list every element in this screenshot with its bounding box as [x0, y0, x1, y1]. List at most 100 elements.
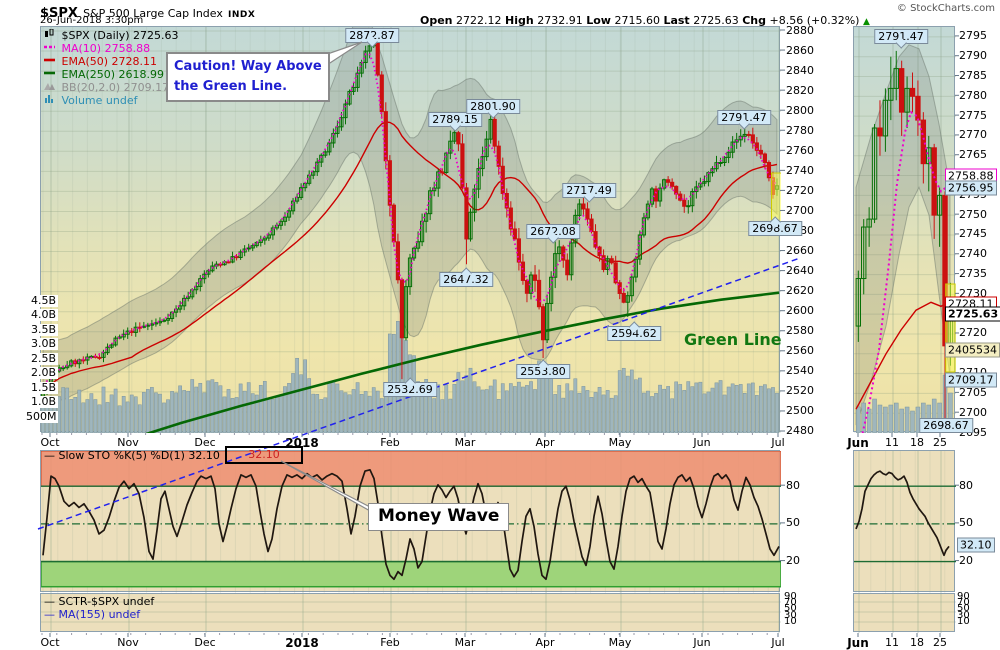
zoom-price-axis-label: 2720	[959, 326, 987, 340]
price-axis-label: 2840	[786, 63, 814, 77]
price-callout-value: 2801.90	[470, 100, 516, 113]
axis-value-box-ma10: 2758.88	[945, 168, 997, 184]
volume-axis-label: 3.5B	[26, 323, 58, 336]
price-callout-value: 2791.47	[878, 30, 924, 43]
volume-axis-label: 4.5B	[26, 294, 58, 307]
x-axis-month-label: Feb	[380, 636, 400, 649]
price-axis-label: 2560	[786, 344, 814, 358]
x-axis-month-label: May	[608, 636, 632, 649]
zoom-price-axis-label: 2780	[959, 88, 987, 102]
price-axis-label: 2860	[786, 43, 814, 57]
green-line-annotation: Green Line	[684, 330, 782, 349]
price-callout-value: 2672.08	[530, 225, 576, 238]
sto-axis-label: 80	[959, 478, 973, 492]
price-callout-value: 2789.15	[432, 113, 478, 126]
x-axis-month-label: 2018	[285, 636, 319, 650]
legend-row: $SPX (Daily) 2725.63	[44, 29, 226, 42]
zoom-price-axis-label: 2735	[959, 267, 987, 281]
price-callout: 2553.80	[516, 359, 570, 379]
zoom-price-axis-label: 2770	[959, 128, 987, 142]
axis-value-box-bb: 2756.95	[945, 180, 997, 196]
last-label: Last	[663, 14, 690, 27]
sto-legend-label: Slow STO %K(5) %D(1) 32.10	[58, 449, 220, 462]
x-axis-month-label: Mar	[454, 636, 476, 649]
price-axis-label: 2600	[786, 304, 814, 318]
volume-axis-label: 4.0B	[26, 309, 58, 321]
axis-value-box-bb: 2709.17	[945, 372, 997, 388]
zoom-price-chart[interactable]	[853, 26, 956, 433]
price-callout: 2698.67	[748, 216, 802, 236]
price-axis-label: 2660	[786, 244, 814, 258]
price-callout-value: 2717.49	[566, 184, 612, 197]
price-axis-label: 2720	[786, 183, 814, 197]
volume-axis-label: 500M	[26, 409, 58, 423]
zoom-price-axis-label: 2785	[959, 69, 987, 82]
zoom-last-candle-highlight	[945, 283, 956, 373]
legend-row: Volume undef	[44, 94, 226, 107]
legend-row: MA(10) 2758.88	[44, 42, 226, 55]
chg-value: +8.56 (+0.32%)	[769, 14, 860, 27]
sto-current-value-box: 32.10	[957, 537, 995, 553]
volume-axis-label: 3.0B	[26, 338, 58, 350]
sctr-axis-label: 30	[957, 609, 970, 621]
price-callout: 2717.49	[562, 183, 616, 203]
sctr-axis-label: 70	[957, 597, 970, 609]
volume-axis-label: 2.5B	[26, 352, 58, 365]
legend-label: Volume undef	[58, 94, 138, 107]
sto-mini-plot-svg	[854, 451, 956, 593]
low-value: 2715.60	[614, 14, 660, 27]
x-axis-month-label: Jun	[693, 436, 711, 449]
sctr-legend-row: — SCTR-$SPX undef	[44, 595, 155, 608]
symbol: $SPX	[40, 6, 78, 21]
price-axis-label: 2820	[786, 83, 814, 97]
up-arrow-icon: ▲	[862, 17, 870, 27]
sto-boxed-value: 32.10	[248, 448, 280, 461]
zoom-price-axis-label: 2790	[959, 49, 987, 63]
price-axis-label: 2520	[786, 384, 814, 398]
band-icon	[44, 81, 58, 91]
zoom-price-axis-label: 2765	[959, 148, 987, 162]
zoom-x-axis-label: 25	[933, 436, 947, 449]
x-axis-month-label: Oct	[40, 436, 60, 449]
zoom-chart-svg	[854, 27, 956, 433]
sto-axis-label: 80	[786, 478, 800, 492]
price-axis-label: 2540	[786, 364, 814, 378]
sctr-legend: — SCTR-$SPX undef — MA(155) undef	[44, 595, 154, 621]
legend-label: $SPX (Daily) 2725.63	[58, 29, 179, 42]
candlestick-icon	[44, 29, 58, 39]
sto-axis-label: 20	[786, 554, 800, 568]
price-axis-label: 2780	[786, 123, 814, 137]
sctr-axis-label: 90	[784, 591, 797, 602]
x-axis-month-label: Apr	[535, 636, 555, 649]
line-icon	[44, 68, 58, 78]
line-icon	[44, 55, 58, 65]
price-callout-value: 2791.47	[721, 111, 767, 124]
zoom-price-axis-label: 2750	[959, 207, 987, 221]
sctr-zoom-panel	[853, 593, 956, 633]
low-label: Low	[586, 14, 611, 27]
zoom-price-axis-label: 2695	[959, 425, 987, 439]
price-axis-label: 2480	[786, 424, 814, 438]
price-callout: 2594.62	[607, 321, 661, 341]
sctr-panel	[40, 593, 781, 633]
chart-datetime: 26-Jun-2018 3:30pm	[40, 15, 144, 26]
sctr-axis-label: 10	[957, 615, 970, 627]
sctr-axis-label: 30	[784, 609, 797, 621]
volume-axis-label: 1.5B	[26, 381, 58, 394]
price-callout: 2791.47	[874, 29, 928, 49]
sto-axis-label: 20	[959, 554, 973, 568]
price-callout: 2647.32	[439, 267, 493, 287]
sctr-plot-svg	[41, 594, 781, 633]
x-axis-month-label: Nov	[117, 636, 139, 649]
zoom-x-axis-label: 18	[910, 636, 924, 649]
zoom-chart-layers	[854, 27, 956, 433]
stochastic-zoom-panel[interactable]	[853, 450, 956, 593]
volume-axis-label: 1.0B	[26, 396, 58, 408]
x-axis-month-label: Jul	[771, 436, 785, 449]
legend-label: EMA(250) 2618.99	[58, 68, 165, 81]
last-value: 2725.63	[693, 14, 739, 27]
chg-label: Chg	[742, 14, 766, 27]
sctr-mini-plot-svg	[854, 594, 956, 633]
zoom-x-axis-label: 25	[933, 636, 947, 649]
